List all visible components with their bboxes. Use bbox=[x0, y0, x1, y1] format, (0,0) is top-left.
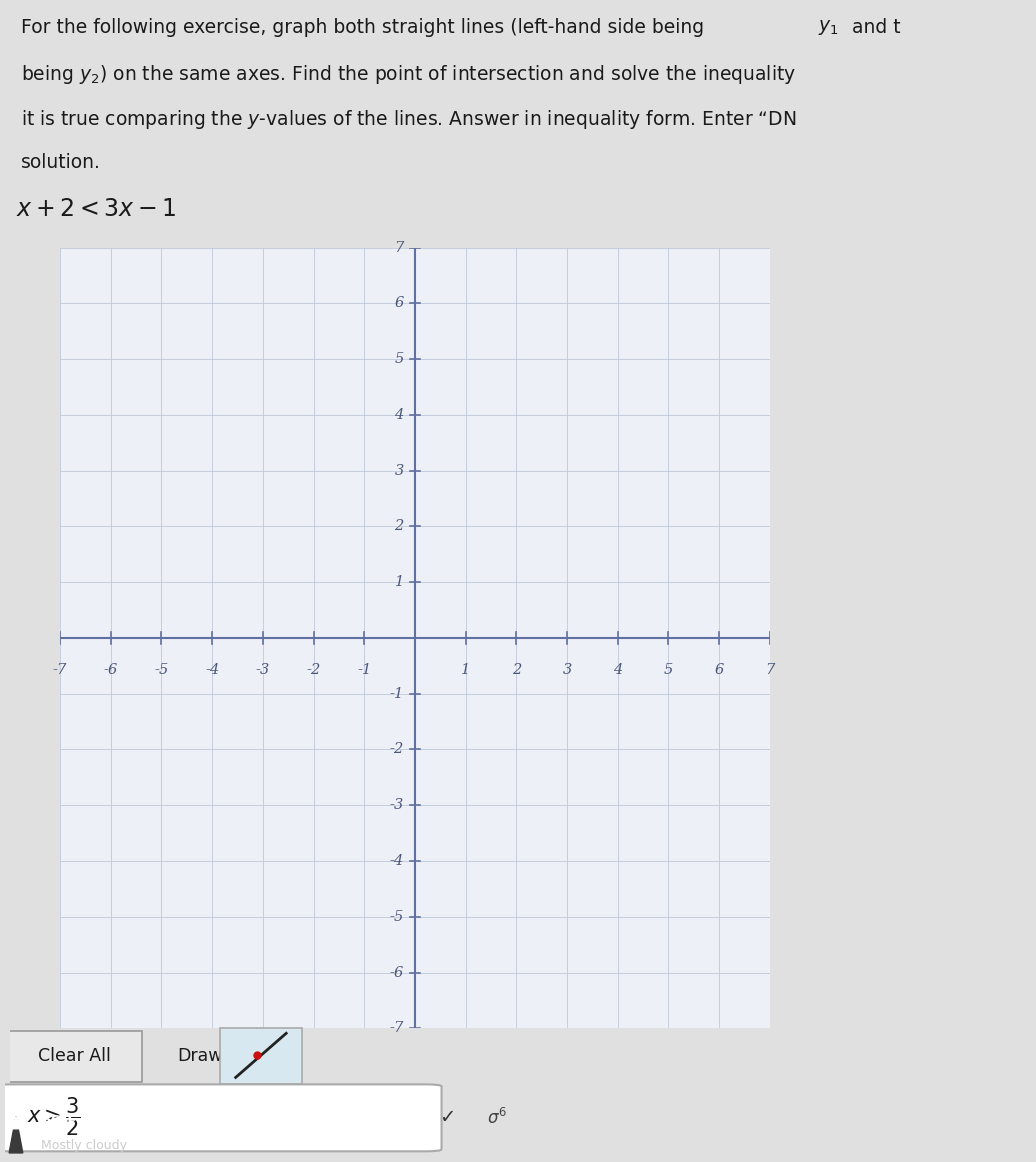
Text: $x > \dfrac{3}{2}$: $x > \dfrac{3}{2}$ bbox=[27, 1096, 81, 1138]
Text: Clear All: Clear All bbox=[38, 1047, 111, 1066]
Text: 2: 2 bbox=[395, 519, 404, 533]
Text: -3: -3 bbox=[390, 798, 404, 812]
Text: -7: -7 bbox=[53, 664, 67, 677]
Text: 4: 4 bbox=[613, 664, 623, 677]
Text: 3: 3 bbox=[563, 664, 572, 677]
Text: 4: 4 bbox=[395, 408, 404, 422]
Text: -3: -3 bbox=[256, 664, 270, 677]
Text: -7: -7 bbox=[390, 1021, 404, 1035]
Text: it is true comparing the $y$-values of the lines. Answer in inequality form. Ent: it is true comparing the $y$-values of t… bbox=[21, 108, 796, 131]
Text: and t: and t bbox=[846, 17, 901, 37]
FancyBboxPatch shape bbox=[0, 1084, 441, 1152]
Text: ✓: ✓ bbox=[438, 1109, 455, 1127]
Text: 7: 7 bbox=[395, 241, 404, 254]
Text: -4: -4 bbox=[205, 664, 220, 677]
FancyBboxPatch shape bbox=[6, 1032, 142, 1082]
Text: 1: 1 bbox=[395, 575, 404, 589]
Polygon shape bbox=[12, 1117, 20, 1128]
Text: $\sigma^6$: $\sigma^6$ bbox=[487, 1107, 508, 1128]
Text: Mostly cloudy: Mostly cloudy bbox=[41, 1139, 127, 1152]
Text: -2: -2 bbox=[390, 743, 404, 756]
Text: 3: 3 bbox=[395, 464, 404, 478]
Text: $y_1$: $y_1$ bbox=[817, 17, 838, 37]
Text: 2: 2 bbox=[512, 664, 521, 677]
Text: solution.: solution. bbox=[21, 153, 100, 172]
Text: 1: 1 bbox=[461, 664, 470, 677]
Text: -4: -4 bbox=[390, 854, 404, 868]
Text: 6: 6 bbox=[395, 296, 404, 310]
Text: -6: -6 bbox=[390, 966, 404, 980]
Text: 6: 6 bbox=[715, 664, 724, 677]
Text: For the following exercise, graph both straight lines (left-hand side being: For the following exercise, graph both s… bbox=[21, 17, 710, 37]
FancyBboxPatch shape bbox=[221, 1028, 301, 1084]
Polygon shape bbox=[9, 1117, 23, 1153]
Text: Draw:: Draw: bbox=[177, 1047, 228, 1066]
Text: 66°F: 66°F bbox=[41, 1114, 77, 1128]
Text: -5: -5 bbox=[154, 664, 169, 677]
Text: -1: -1 bbox=[357, 664, 371, 677]
Text: -2: -2 bbox=[307, 664, 321, 677]
Text: -1: -1 bbox=[390, 687, 404, 701]
Text: being $y_2$) on the same axes. Find the point of intersection and solve the ineq: being $y_2$) on the same axes. Find the … bbox=[21, 63, 796, 86]
Text: -6: -6 bbox=[104, 664, 118, 677]
Text: 5: 5 bbox=[395, 352, 404, 366]
Text: $x + 2 < 3x - 1$: $x + 2 < 3x - 1$ bbox=[17, 198, 176, 221]
Text: 5: 5 bbox=[664, 664, 673, 677]
Text: -5: -5 bbox=[390, 910, 404, 924]
Text: 7: 7 bbox=[766, 664, 774, 677]
